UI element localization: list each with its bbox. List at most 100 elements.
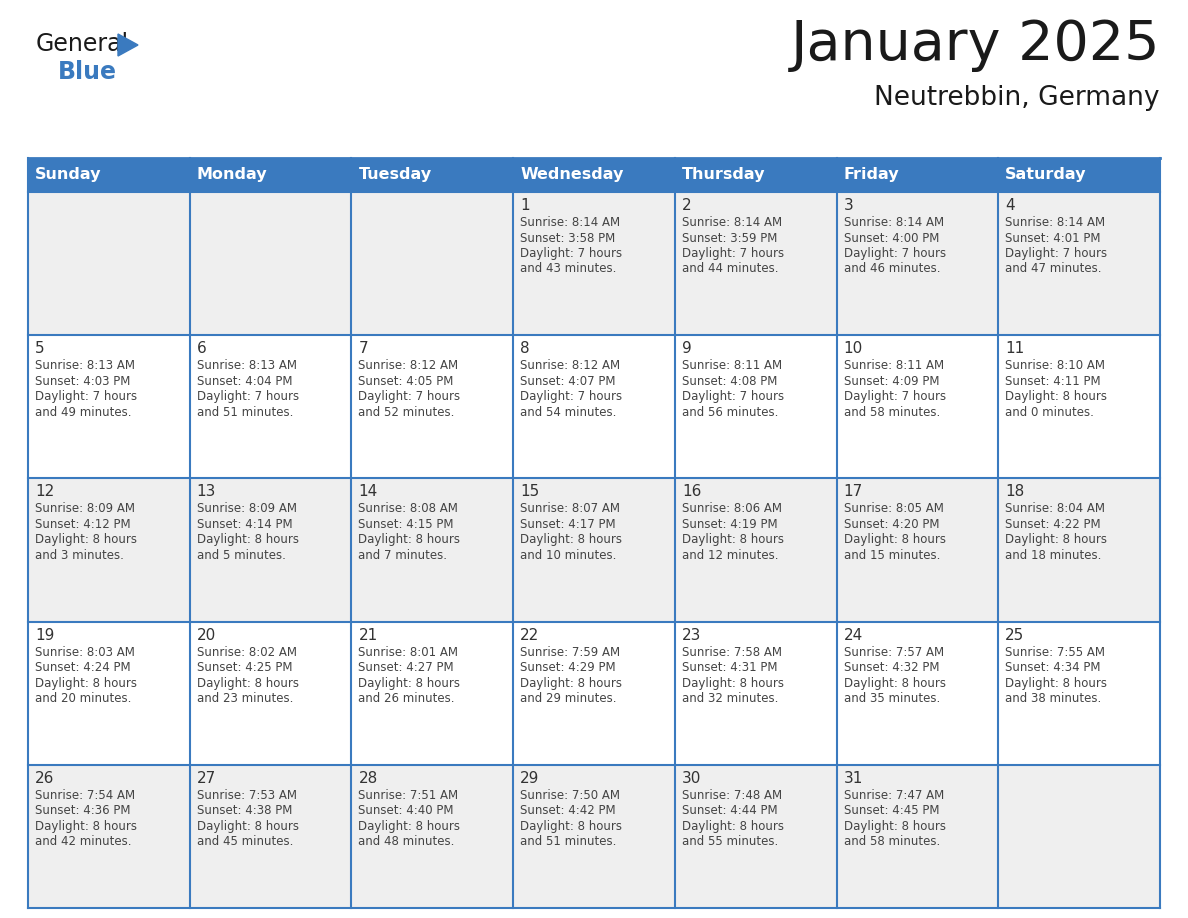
Bar (29, 765, 1159, 908)
Text: 16: 16 (682, 485, 701, 499)
Bar (675, 158, 836, 192)
Text: Sunset: 4:15 PM: Sunset: 4:15 PM (359, 518, 454, 531)
Text: Daylight: 8 hours: Daylight: 8 hours (197, 677, 298, 689)
Text: 14: 14 (359, 485, 378, 499)
Text: Sunset: 3:59 PM: Sunset: 3:59 PM (682, 231, 777, 244)
Bar (190, 158, 352, 192)
Text: and 35 minutes.: and 35 minutes. (843, 692, 940, 705)
Text: Sunset: 4:01 PM: Sunset: 4:01 PM (1005, 231, 1101, 244)
Text: 15: 15 (520, 485, 539, 499)
Text: and 10 minutes.: and 10 minutes. (520, 549, 617, 562)
Text: 22: 22 (520, 628, 539, 643)
Text: Daylight: 7 hours: Daylight: 7 hours (34, 390, 137, 403)
Text: Sunrise: 8:05 AM: Sunrise: 8:05 AM (843, 502, 943, 515)
Text: and 49 minutes.: and 49 minutes. (34, 406, 132, 419)
Text: Daylight: 8 hours: Daylight: 8 hours (359, 677, 461, 689)
Text: and 43 minutes.: and 43 minutes. (520, 263, 617, 275)
Text: Friday: Friday (843, 167, 899, 183)
Text: Sunrise: 8:10 AM: Sunrise: 8:10 AM (1005, 359, 1105, 372)
Text: Sunrise: 7:57 AM: Sunrise: 7:57 AM (843, 645, 943, 658)
Text: and 18 minutes.: and 18 minutes. (1005, 549, 1101, 562)
Text: Sunset: 4:07 PM: Sunset: 4:07 PM (520, 375, 615, 387)
Text: Sunset: 4:25 PM: Sunset: 4:25 PM (197, 661, 292, 674)
Text: Sunrise: 8:14 AM: Sunrise: 8:14 AM (843, 216, 943, 229)
Text: Sunset: 4:19 PM: Sunset: 4:19 PM (682, 518, 777, 531)
Text: Daylight: 8 hours: Daylight: 8 hours (359, 533, 461, 546)
Text: Daylight: 8 hours: Daylight: 8 hours (843, 820, 946, 833)
Text: 3: 3 (843, 198, 853, 213)
Text: Sunrise: 7:53 AM: Sunrise: 7:53 AM (197, 789, 297, 801)
Text: Sunrise: 8:04 AM: Sunrise: 8:04 AM (1005, 502, 1105, 515)
Text: Sunset: 4:12 PM: Sunset: 4:12 PM (34, 518, 131, 531)
Text: Daylight: 7 hours: Daylight: 7 hours (1005, 247, 1107, 260)
Text: Sunrise: 7:50 AM: Sunrise: 7:50 AM (520, 789, 620, 801)
Text: Sunrise: 7:48 AM: Sunrise: 7:48 AM (682, 789, 782, 801)
Bar (836, 158, 998, 192)
Text: and 3 minutes.: and 3 minutes. (34, 549, 124, 562)
Text: Sunset: 4:04 PM: Sunset: 4:04 PM (197, 375, 292, 387)
Text: and 0 minutes.: and 0 minutes. (1005, 406, 1094, 419)
Text: 20: 20 (197, 628, 216, 643)
Text: Daylight: 8 hours: Daylight: 8 hours (1005, 677, 1107, 689)
Text: Daylight: 8 hours: Daylight: 8 hours (520, 820, 623, 833)
Text: Sunset: 4:32 PM: Sunset: 4:32 PM (843, 661, 939, 674)
Text: Sunset: 4:42 PM: Sunset: 4:42 PM (520, 804, 615, 817)
Text: Sunset: 4:05 PM: Sunset: 4:05 PM (359, 375, 454, 387)
Text: Sunrise: 8:11 AM: Sunrise: 8:11 AM (682, 359, 782, 372)
Text: 27: 27 (197, 771, 216, 786)
Text: and 51 minutes.: and 51 minutes. (520, 835, 617, 848)
Text: and 55 minutes.: and 55 minutes. (682, 835, 778, 848)
Text: and 51 minutes.: and 51 minutes. (197, 406, 293, 419)
Text: 21: 21 (359, 628, 378, 643)
Text: Sunset: 4:27 PM: Sunset: 4:27 PM (359, 661, 454, 674)
Text: Wednesday: Wednesday (520, 167, 624, 183)
Text: Sunrise: 7:54 AM: Sunrise: 7:54 AM (34, 789, 135, 801)
Text: Sunrise: 8:07 AM: Sunrise: 8:07 AM (520, 502, 620, 515)
Text: 24: 24 (843, 628, 862, 643)
Text: Daylight: 7 hours: Daylight: 7 hours (843, 247, 946, 260)
Text: Sunrise: 8:13 AM: Sunrise: 8:13 AM (197, 359, 297, 372)
Text: 1: 1 (520, 198, 530, 213)
Text: Saturday: Saturday (1005, 167, 1087, 183)
Text: Daylight: 8 hours: Daylight: 8 hours (34, 533, 137, 546)
Text: 9: 9 (682, 341, 691, 356)
Text: Sunset: 4:34 PM: Sunset: 4:34 PM (1005, 661, 1101, 674)
Text: Sunrise: 7:47 AM: Sunrise: 7:47 AM (843, 789, 943, 801)
Text: Sunrise: 8:14 AM: Sunrise: 8:14 AM (682, 216, 782, 229)
Text: Daylight: 7 hours: Daylight: 7 hours (682, 247, 784, 260)
Text: Sunrise: 8:01 AM: Sunrise: 8:01 AM (359, 645, 459, 658)
Bar (29, 192, 1159, 335)
Text: Sunset: 4:22 PM: Sunset: 4:22 PM (1005, 518, 1101, 531)
Text: 13: 13 (197, 485, 216, 499)
Text: Sunset: 4:29 PM: Sunset: 4:29 PM (520, 661, 615, 674)
Text: 12: 12 (34, 485, 55, 499)
Text: and 38 minutes.: and 38 minutes. (1005, 692, 1101, 705)
Text: 30: 30 (682, 771, 701, 786)
Text: Sunset: 4:36 PM: Sunset: 4:36 PM (34, 804, 131, 817)
Text: and 26 minutes.: and 26 minutes. (359, 692, 455, 705)
Text: and 58 minutes.: and 58 minutes. (843, 406, 940, 419)
Text: Daylight: 7 hours: Daylight: 7 hours (520, 390, 623, 403)
Text: 29: 29 (520, 771, 539, 786)
Text: and 5 minutes.: and 5 minutes. (197, 549, 285, 562)
Text: 6: 6 (197, 341, 207, 356)
Text: Sunset: 4:14 PM: Sunset: 4:14 PM (197, 518, 292, 531)
Text: Daylight: 7 hours: Daylight: 7 hours (843, 390, 946, 403)
Text: Sunrise: 8:09 AM: Sunrise: 8:09 AM (34, 502, 135, 515)
Text: and 20 minutes.: and 20 minutes. (34, 692, 132, 705)
Text: Sunrise: 7:51 AM: Sunrise: 7:51 AM (359, 789, 459, 801)
Text: Sunrise: 8:06 AM: Sunrise: 8:06 AM (682, 502, 782, 515)
Text: Daylight: 8 hours: Daylight: 8 hours (682, 820, 784, 833)
Text: Sunrise: 8:14 AM: Sunrise: 8:14 AM (520, 216, 620, 229)
Text: Daylight: 7 hours: Daylight: 7 hours (359, 390, 461, 403)
Bar (29, 335, 1159, 478)
Text: Daylight: 8 hours: Daylight: 8 hours (197, 533, 298, 546)
Polygon shape (118, 34, 138, 56)
Text: Sunrise: 8:03 AM: Sunrise: 8:03 AM (34, 645, 135, 658)
Text: 11: 11 (1005, 341, 1024, 356)
Text: and 54 minutes.: and 54 minutes. (520, 406, 617, 419)
Text: 8: 8 (520, 341, 530, 356)
Text: and 52 minutes.: and 52 minutes. (359, 406, 455, 419)
Text: Sunrise: 8:12 AM: Sunrise: 8:12 AM (359, 359, 459, 372)
Text: Sunset: 4:24 PM: Sunset: 4:24 PM (34, 661, 131, 674)
